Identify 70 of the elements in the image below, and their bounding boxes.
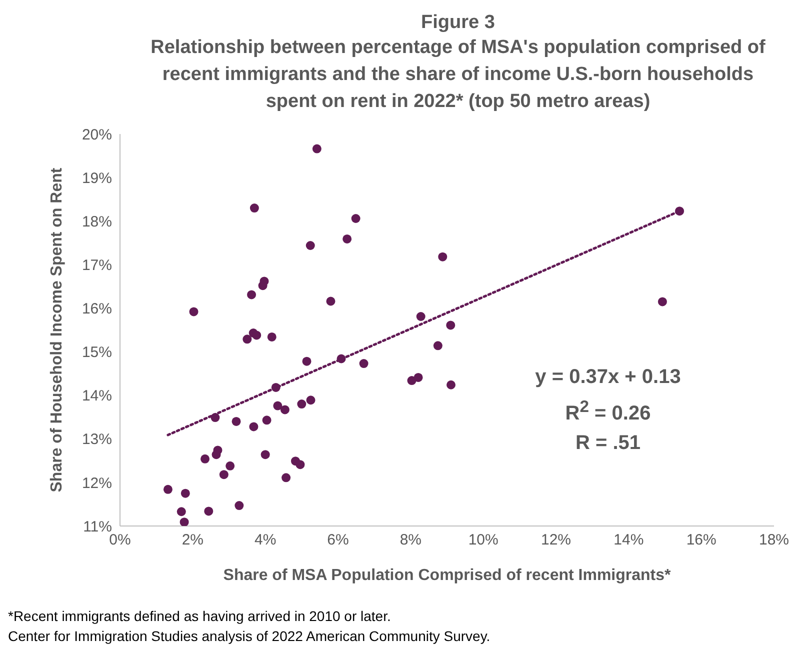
- y-tick-label: 18%: [82, 213, 112, 230]
- point: [176, 507, 186, 516]
- x-tick-label: 2%: [182, 532, 204, 549]
- y-tick-label: 13%: [82, 431, 112, 448]
- point: [163, 484, 172, 494]
- y-tick-label: 15%: [82, 344, 112, 362]
- y-tick-label: 14%: [82, 388, 112, 405]
- y-tick-label: 20%: [82, 126, 112, 144]
- x-tick-label: 10%: [468, 532, 498, 549]
- point: [262, 416, 272, 425]
- x-tick-label: 12%: [540, 532, 572, 549]
- y-tick-label: 16%: [82, 300, 112, 318]
- x-tick-label: 16%: [686, 532, 716, 549]
- point: [252, 330, 262, 340]
- point: [226, 461, 235, 470]
- x-tick-label: 4%: [254, 532, 276, 549]
- point: [433, 341, 442, 350]
- y-tick-label: 19%: [82, 170, 112, 187]
- point: [296, 460, 305, 470]
- x-tick-label: 14%: [614, 532, 644, 549]
- y-tick-label: 11%: [83, 518, 112, 536]
- point: [414, 372, 423, 382]
- annotation: y = 0.37x + 0.13: [534, 365, 682, 390]
- point: [247, 290, 256, 300]
- point: [416, 312, 426, 321]
- point: [189, 307, 198, 316]
- x-tick-label: 0%: [109, 532, 131, 549]
- point: [658, 297, 667, 306]
- y-tick-label: 12%: [82, 474, 112, 492]
- point: [234, 501, 244, 510]
- point: [446, 320, 456, 330]
- chart-subtitle: Relationship between percentage of MSA's population comprised of recent immigrants and the share of income U.S.-born households spent on rent in 2022* (top 50 metro areas): [150, 36, 766, 114]
- point: [249, 422, 258, 432]
- point: [351, 214, 360, 223]
- annotation: R$^{2}$ = 0.26: [564, 396, 652, 427]
- point: [326, 296, 336, 306]
- point: [273, 401, 282, 410]
- x-tick-label: 18%: [758, 532, 790, 549]
- text: *Recent immigrants defined as having arrived in 2010 or later.: [8, 607, 392, 626]
- point: [280, 405, 290, 414]
- chart-title: Figure 3: [420, 12, 496, 34]
- x-axis-title: Share of MSA Population Comprised of recent Immigrants*: [223, 567, 672, 584]
- point: [282, 473, 291, 482]
- point: [306, 241, 315, 250]
- x-tick-label: 6%: [327, 532, 349, 549]
- point: [302, 356, 312, 366]
- point: [219, 470, 228, 480]
- point: [258, 281, 268, 290]
- point: [438, 252, 448, 262]
- point: [204, 506, 214, 516]
- point: [250, 204, 259, 213]
- point: [200, 454, 210, 464]
- point: [297, 400, 306, 409]
- point: [312, 144, 322, 154]
- point: [212, 450, 221, 460]
- point: [342, 234, 352, 244]
- y-axis-title: Share of Household Income Spent on Rent: [48, 167, 66, 492]
- point: [260, 450, 270, 460]
- point: [232, 416, 241, 426]
- point: [242, 334, 252, 344]
- x-tick-label: 8%: [400, 532, 422, 549]
- annotation: R = .51: [574, 430, 642, 456]
- point: [267, 332, 276, 342]
- point: [180, 488, 190, 498]
- point: [446, 380, 456, 390]
- y-tick-label: 17%: [82, 256, 112, 274]
- point: [180, 518, 189, 526]
- text: Center for Immigration Studies analysis of 2022 American Community Survey.: [8, 627, 490, 646]
- point: [306, 396, 316, 405]
- point: [359, 359, 368, 368]
